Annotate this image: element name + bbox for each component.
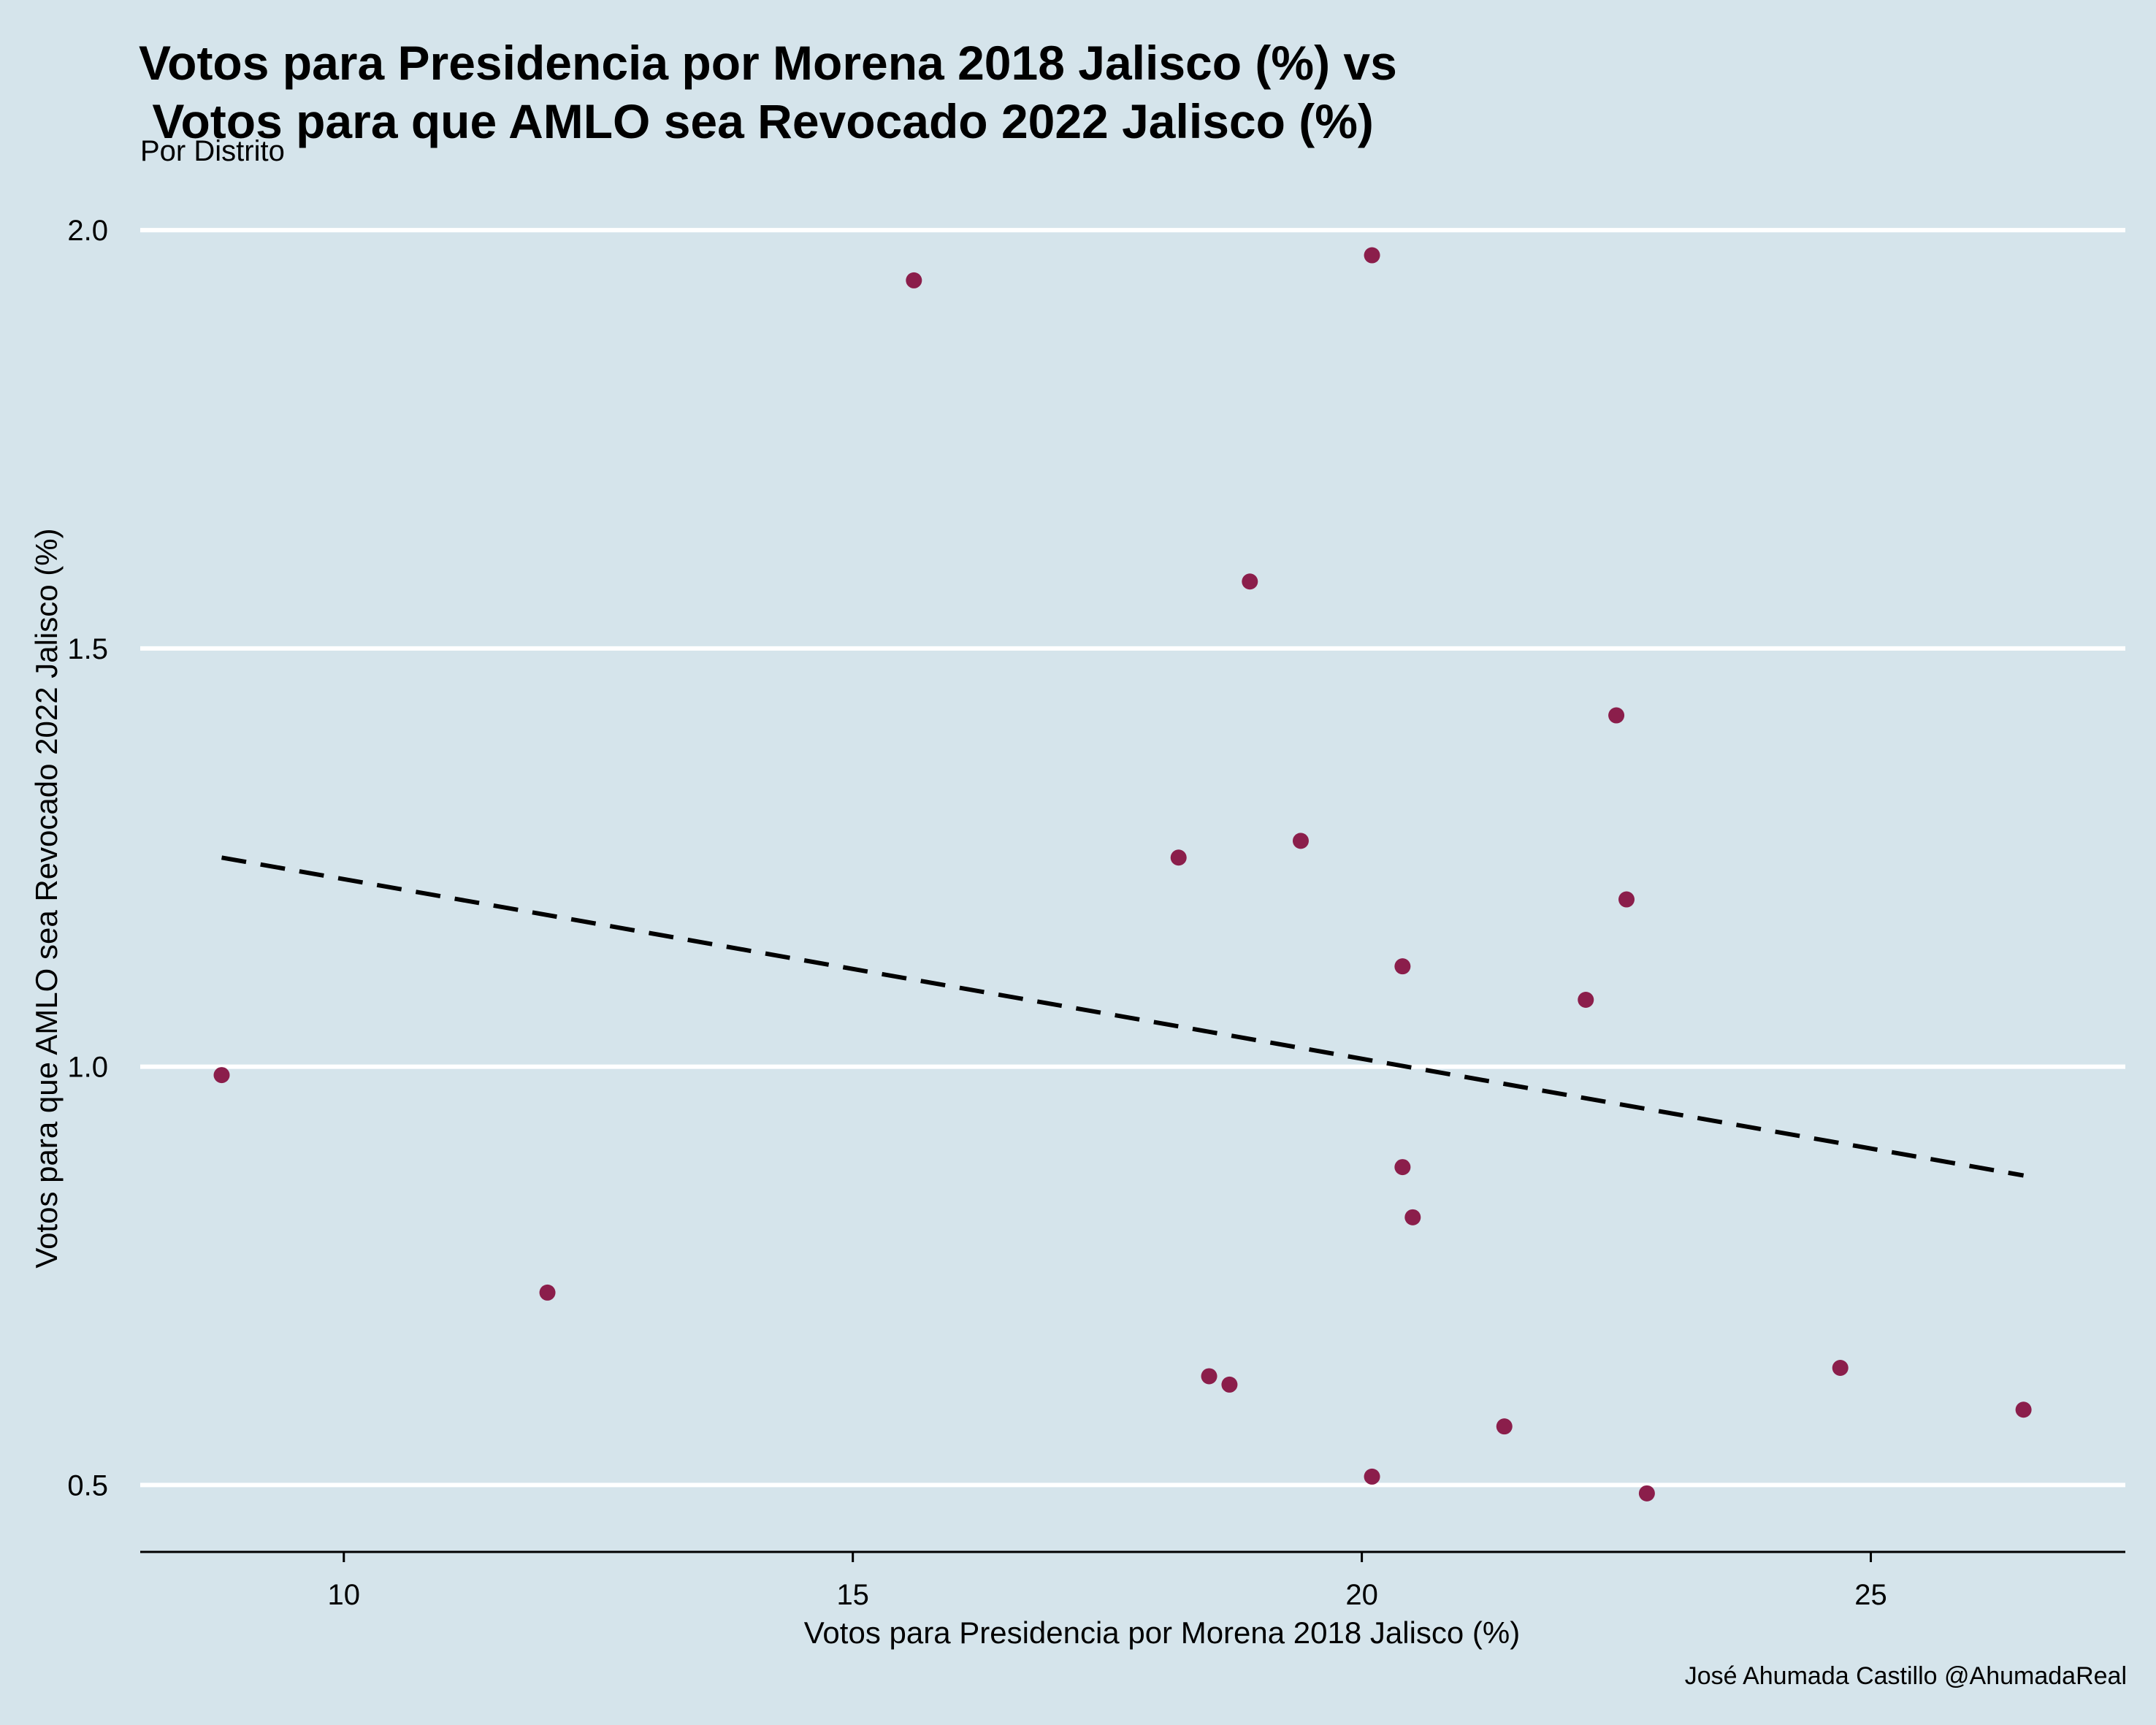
y-axis-title: Votos para que AMLO sea Revocado 2022 Ja…	[29, 528, 64, 1268]
x-tick-label: 15	[836, 1579, 869, 1611]
trend-line	[221, 855, 2025, 1178]
data-point	[1578, 992, 1594, 1008]
data-point	[1242, 573, 1258, 590]
gridlines	[140, 228, 2125, 1488]
data-point	[906, 272, 922, 288]
data-point	[1170, 849, 1187, 866]
chart-caption: José Ahumada Castillo @AhumadaReal	[1684, 1662, 2127, 1690]
x-tick-label: 10	[328, 1579, 361, 1611]
data-points	[213, 247, 2032, 1502]
data-point	[1832, 1360, 1849, 1376]
data-point	[1394, 1159, 1411, 1176]
data-point	[1618, 891, 1635, 908]
chart-subtitle: Por Distrito	[140, 135, 285, 167]
data-point	[1638, 1485, 1655, 1502]
x-axis-title: Votos para Presidencia por Morena 2018 J…	[804, 1615, 1521, 1650]
data-point	[1394, 958, 1411, 975]
data-point	[1608, 707, 1625, 724]
data-point	[2015, 1401, 2032, 1418]
x-tick-label: 20	[1345, 1579, 1378, 1611]
data-point	[1404, 1209, 1421, 1225]
y-tick-label: 2.0	[67, 215, 108, 247]
y-tick-label: 1.0	[67, 1052, 108, 1084]
data-point	[1364, 247, 1380, 264]
x-tick-label: 25	[1854, 1579, 1887, 1611]
data-point	[1364, 1468, 1380, 1485]
y-axis-ticks: 0.5 1.0 1.5 2.0	[67, 215, 108, 1502]
x-axis-ticks: 10 15 20 25	[328, 1552, 1887, 1611]
chart-title: Votos para Presidencia por Morena 2018 J…	[139, 36, 1397, 148]
data-point	[1221, 1376, 1238, 1393]
data-point	[1201, 1368, 1217, 1385]
y-tick-label: 1.5	[67, 633, 108, 665]
data-point	[1292, 833, 1309, 849]
data-point	[1496, 1418, 1513, 1435]
y-tick-label: 0.5	[67, 1469, 108, 1502]
data-point	[213, 1067, 230, 1084]
data-point	[539, 1284, 556, 1301]
